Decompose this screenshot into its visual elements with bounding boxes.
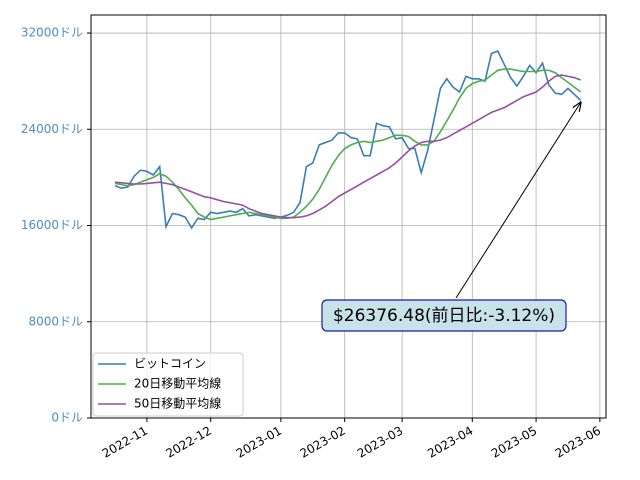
x-tick-label: 2023-01 — [234, 424, 284, 461]
series-line — [114, 68, 582, 221]
y-tick-label: 8000ドル — [28, 314, 83, 328]
x-tick-label: 2023-03 — [355, 424, 405, 461]
legend-label: ビットコイン — [134, 357, 206, 371]
annotation-box — [321, 299, 567, 332]
x-tick-label: 2022-12 — [164, 424, 214, 461]
x-tick-label: 2023-02 — [298, 424, 348, 461]
plot-frame — [90, 14, 607, 419]
x-tick-label: 2023-04 — [425, 424, 475, 461]
legend-box — [92, 352, 244, 417]
x-tick-label: 2023-06 — [553, 424, 603, 461]
x-tick-label: 2023-05 — [489, 424, 539, 461]
y-tick-label: 16000ドル — [21, 218, 83, 232]
series-line — [114, 50, 582, 230]
annotation-arrow — [455, 102, 581, 299]
y-tick-label: 0ドル — [51, 411, 83, 425]
y-tick-label: 24000ドル — [21, 122, 83, 136]
series-line — [114, 74, 581, 219]
x-tick-label: 2022-11 — [100, 424, 150, 461]
annotation-text: $26376.48(前日比:-3.12%) — [333, 306, 555, 326]
legend-label: 20日移動平均線 — [134, 376, 221, 391]
legend-label: 50日移動平均線 — [134, 396, 221, 411]
y-tick-label: 32000ドル — [21, 26, 83, 40]
